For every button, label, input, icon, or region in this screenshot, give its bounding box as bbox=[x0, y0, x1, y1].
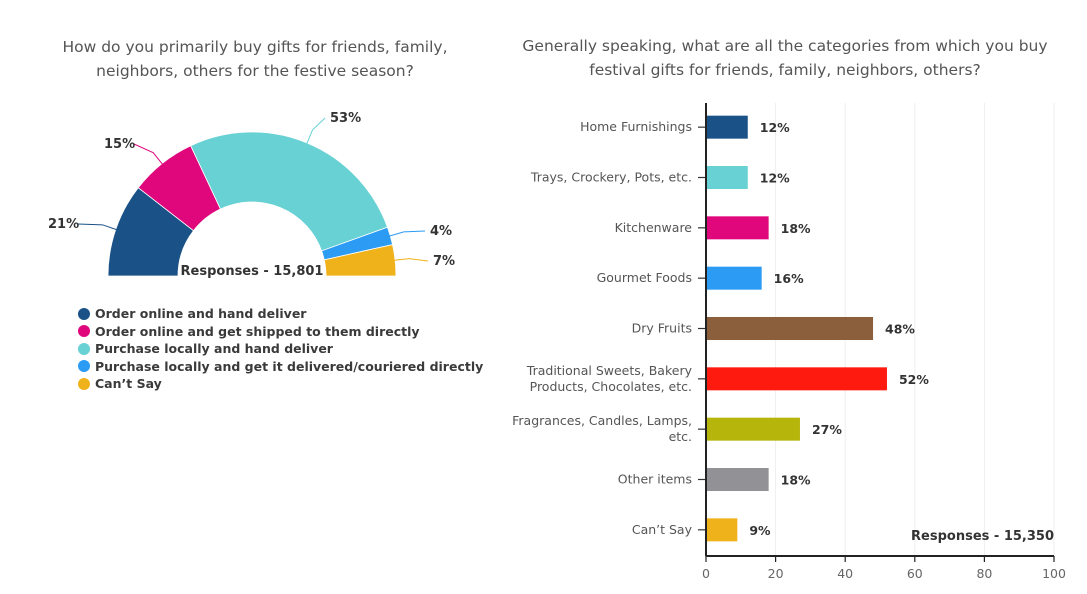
x-tick-label: 20 bbox=[768, 566, 784, 581]
slice-value-label: 53% bbox=[330, 111, 361, 126]
legend-swatch bbox=[78, 377, 90, 390]
x-tick-label: 0 bbox=[702, 566, 710, 581]
donut-center-label: Responses - 15,801 bbox=[181, 264, 324, 279]
category-label: Fragrances, Candles, Lamps, bbox=[512, 413, 692, 428]
bar-value-label: 12% bbox=[760, 171, 790, 186]
bar bbox=[706, 367, 887, 391]
category-label: Trays, Crockery, Pots, etc. bbox=[530, 170, 692, 185]
leader-line bbox=[77, 223, 118, 231]
bar-value-label: 12% bbox=[760, 120, 790, 135]
legend-item: Order online and hand deliver bbox=[78, 305, 483, 323]
legend-label: Purchase locally and get it delivered/co… bbox=[95, 358, 484, 374]
bar bbox=[706, 216, 769, 240]
category-label: Traditional Sweets, Bakery bbox=[526, 363, 693, 378]
category-label: etc. bbox=[669, 429, 692, 444]
x-tick-label: 80 bbox=[976, 566, 992, 581]
bar bbox=[706, 468, 769, 491]
category-label: Products, Chocolates, etc. bbox=[530, 379, 692, 394]
bar-value-label: 18% bbox=[781, 221, 811, 236]
category-label: Gourmet Foods bbox=[597, 270, 692, 285]
bar-value-label: 48% bbox=[885, 322, 915, 337]
donut-legend: Order online and hand deliver Order onlin… bbox=[78, 305, 483, 393]
category-label: Other items bbox=[618, 472, 692, 487]
slice-value-label: 15% bbox=[104, 137, 135, 152]
leader-line bbox=[133, 143, 164, 166]
bar bbox=[706, 266, 762, 290]
bar bbox=[706, 166, 748, 189]
legend-item: Can’t Say bbox=[78, 375, 483, 393]
leader-line bbox=[305, 117, 326, 146]
slice-value-label: 21% bbox=[48, 217, 79, 232]
bar-value-label: 27% bbox=[812, 422, 842, 437]
legend-swatch bbox=[78, 307, 90, 320]
category-label: Home Furnishings bbox=[580, 119, 692, 134]
bar bbox=[706, 518, 738, 542]
legend-item: Purchase locally and hand deliver bbox=[78, 340, 483, 358]
legend-swatch bbox=[78, 360, 90, 373]
legend-label: Purchase locally and hand deliver bbox=[95, 341, 333, 357]
donut-slice bbox=[323, 244, 397, 277]
bar bbox=[706, 115, 748, 139]
x-tick-label: 60 bbox=[907, 566, 923, 581]
donut-slice bbox=[190, 131, 388, 252]
x-tick-label: 40 bbox=[837, 566, 853, 581]
bar-value-label: 18% bbox=[781, 473, 811, 488]
legend-swatch bbox=[78, 325, 90, 338]
slice-value-label: 7% bbox=[433, 254, 455, 269]
responses-annotation: Responses - 15,350 bbox=[911, 529, 1054, 544]
legend-item: Order online and get shipped to them dir… bbox=[78, 323, 483, 341]
leader-line bbox=[388, 230, 426, 237]
category-label: Kitchenware bbox=[615, 220, 693, 235]
bar-chart-title: Generally speaking, what are all the cat… bbox=[522, 37, 1048, 79]
bar bbox=[706, 317, 874, 340]
category-label: Dry Fruits bbox=[632, 321, 692, 336]
legend-item: Purchase locally and get it delivered/co… bbox=[78, 358, 483, 376]
category-label: Can’t Say bbox=[632, 522, 693, 537]
bar-value-label: 9% bbox=[749, 523, 771, 538]
legend-label: Order online and hand deliver bbox=[95, 306, 307, 322]
legend-label: Order online and get shipped to them dir… bbox=[95, 323, 420, 339]
legend-label: Can’t Say bbox=[95, 376, 162, 392]
donut-chart-title: How do you primarily buy gifts for frien… bbox=[62, 38, 448, 80]
x-tick-label: 100 bbox=[1042, 566, 1066, 581]
bar bbox=[706, 417, 800, 441]
leader-line bbox=[393, 258, 429, 262]
bar-value-label: 16% bbox=[774, 271, 804, 286]
bar-value-label: 52% bbox=[899, 372, 929, 387]
slice-value-label: 4% bbox=[430, 224, 452, 239]
legend-swatch bbox=[78, 342, 90, 355]
